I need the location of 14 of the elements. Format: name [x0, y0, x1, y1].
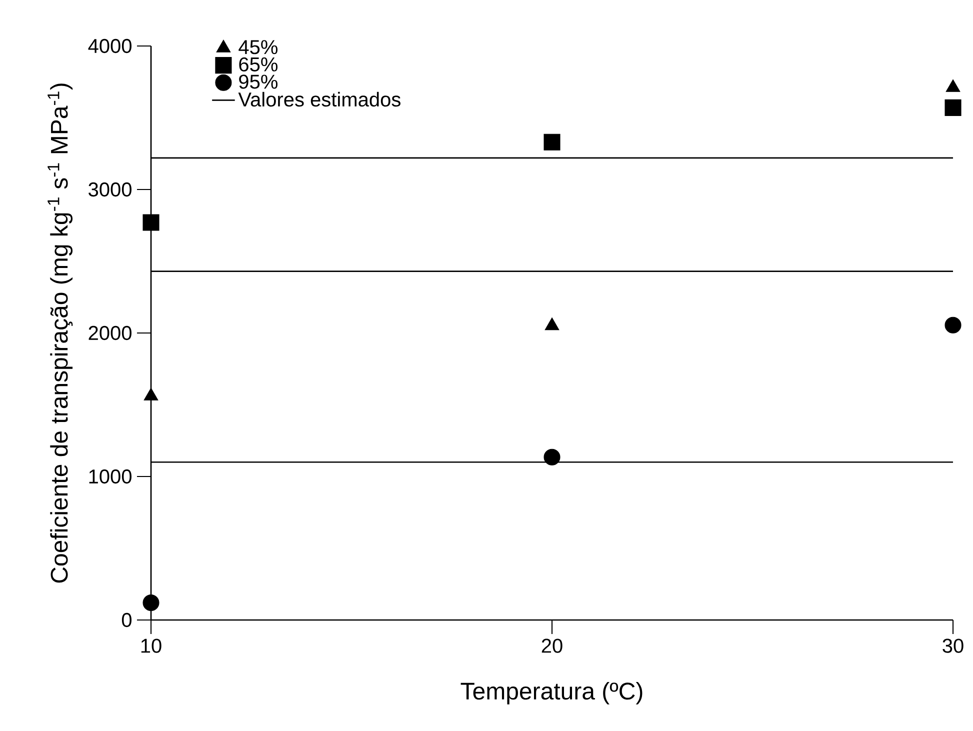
- x-tick-label: 30: [942, 638, 964, 653]
- y-tick-label: 1000: [89, 469, 132, 484]
- y-tick-label: 4000: [88, 38, 132, 54]
- y-tick-label: 0: [122, 612, 132, 628]
- legend-label: Valores estimados: [238, 92, 400, 107]
- x-axis-title: Temperatura (ºC): [460, 682, 642, 704]
- x-tick-label: 20: [542, 638, 562, 653]
- legend-label: 95%: [239, 74, 278, 89]
- legend-label: 65%: [239, 57, 278, 72]
- y-tick-label: 3000: [88, 182, 132, 197]
- x-tick-label: 10: [141, 638, 162, 653]
- legend-label: 45%: [238, 40, 278, 54]
- y-tick-label: 2000: [88, 326, 132, 340]
- y-axis-title: Coeficiente de transpiração (mg kg$^{-1}$ s$^{-1}$ MPa$^{-1}$): [48, 84, 73, 583]
